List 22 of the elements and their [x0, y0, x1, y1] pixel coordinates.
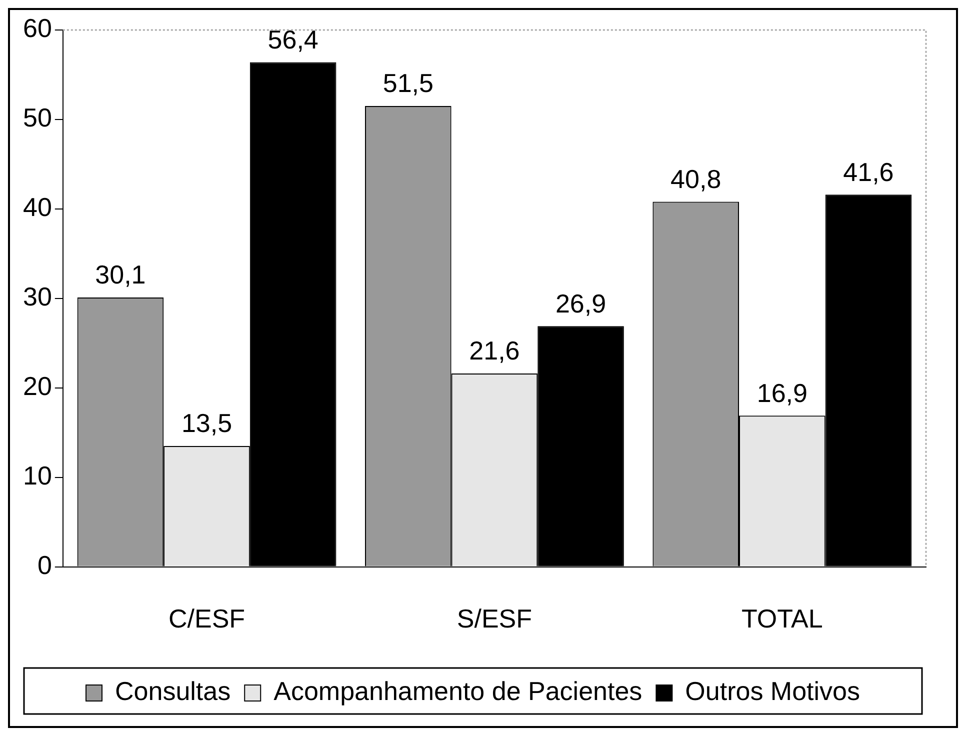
- y-tick-label: 10: [23, 460, 52, 491]
- data-label: 26,9: [555, 288, 606, 318]
- legend-label: Outros Motivos: [685, 676, 860, 706]
- data-label: 13,5: [181, 408, 232, 438]
- y-tick-label: 40: [23, 192, 52, 222]
- data-label: 56,4: [268, 24, 318, 54]
- data-label: 30,1: [95, 260, 146, 290]
- x-tick-label: C/ESF: [168, 604, 246, 634]
- data-label: 21,6: [469, 336, 520, 366]
- data-label: 40,8: [670, 164, 722, 194]
- y-tick-label: 60: [23, 13, 52, 44]
- y-tick-label: 0: [37, 550, 52, 580]
- data-label: 51,5: [382, 68, 434, 98]
- y-tick-label: 30: [23, 282, 52, 312]
- y-tick-label: 50: [23, 102, 52, 133]
- y-tick-label: 20: [23, 371, 52, 402]
- legend-label: Acompanhamento de Pacientes: [274, 676, 642, 706]
- x-tick-label: S/ESF: [456, 604, 532, 634]
- data-label: 16,9: [756, 378, 808, 408]
- x-tick-label: TOTAL: [741, 604, 823, 634]
- data-label: 41,6: [843, 156, 894, 187]
- legend-label: Consultas: [114, 676, 231, 706]
